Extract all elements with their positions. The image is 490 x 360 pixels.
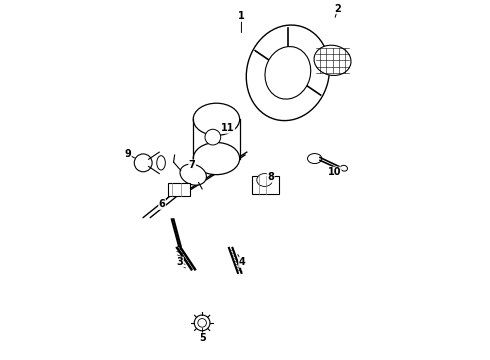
- Text: 8: 8: [267, 172, 274, 182]
- Ellipse shape: [257, 174, 272, 186]
- Ellipse shape: [205, 129, 220, 145]
- Ellipse shape: [134, 154, 152, 172]
- Ellipse shape: [198, 319, 206, 327]
- Text: 4: 4: [239, 257, 245, 267]
- Text: 1: 1: [238, 12, 245, 21]
- Text: 9: 9: [124, 149, 131, 159]
- Ellipse shape: [308, 154, 322, 163]
- Ellipse shape: [194, 315, 210, 331]
- Ellipse shape: [157, 156, 165, 170]
- Text: 3: 3: [176, 257, 183, 267]
- Ellipse shape: [341, 165, 347, 171]
- Text: 2: 2: [335, 4, 341, 14]
- Bar: [168, 183, 190, 196]
- Text: 6: 6: [159, 199, 166, 209]
- Text: 5: 5: [199, 333, 205, 343]
- Bar: [252, 176, 279, 194]
- Ellipse shape: [314, 45, 351, 76]
- Ellipse shape: [265, 46, 311, 99]
- Ellipse shape: [193, 103, 240, 135]
- Text: 11: 11: [221, 123, 235, 133]
- Ellipse shape: [180, 164, 206, 185]
- Text: 10: 10: [327, 167, 341, 177]
- Text: 7: 7: [189, 160, 196, 170]
- Ellipse shape: [193, 143, 240, 175]
- Ellipse shape: [246, 25, 329, 121]
